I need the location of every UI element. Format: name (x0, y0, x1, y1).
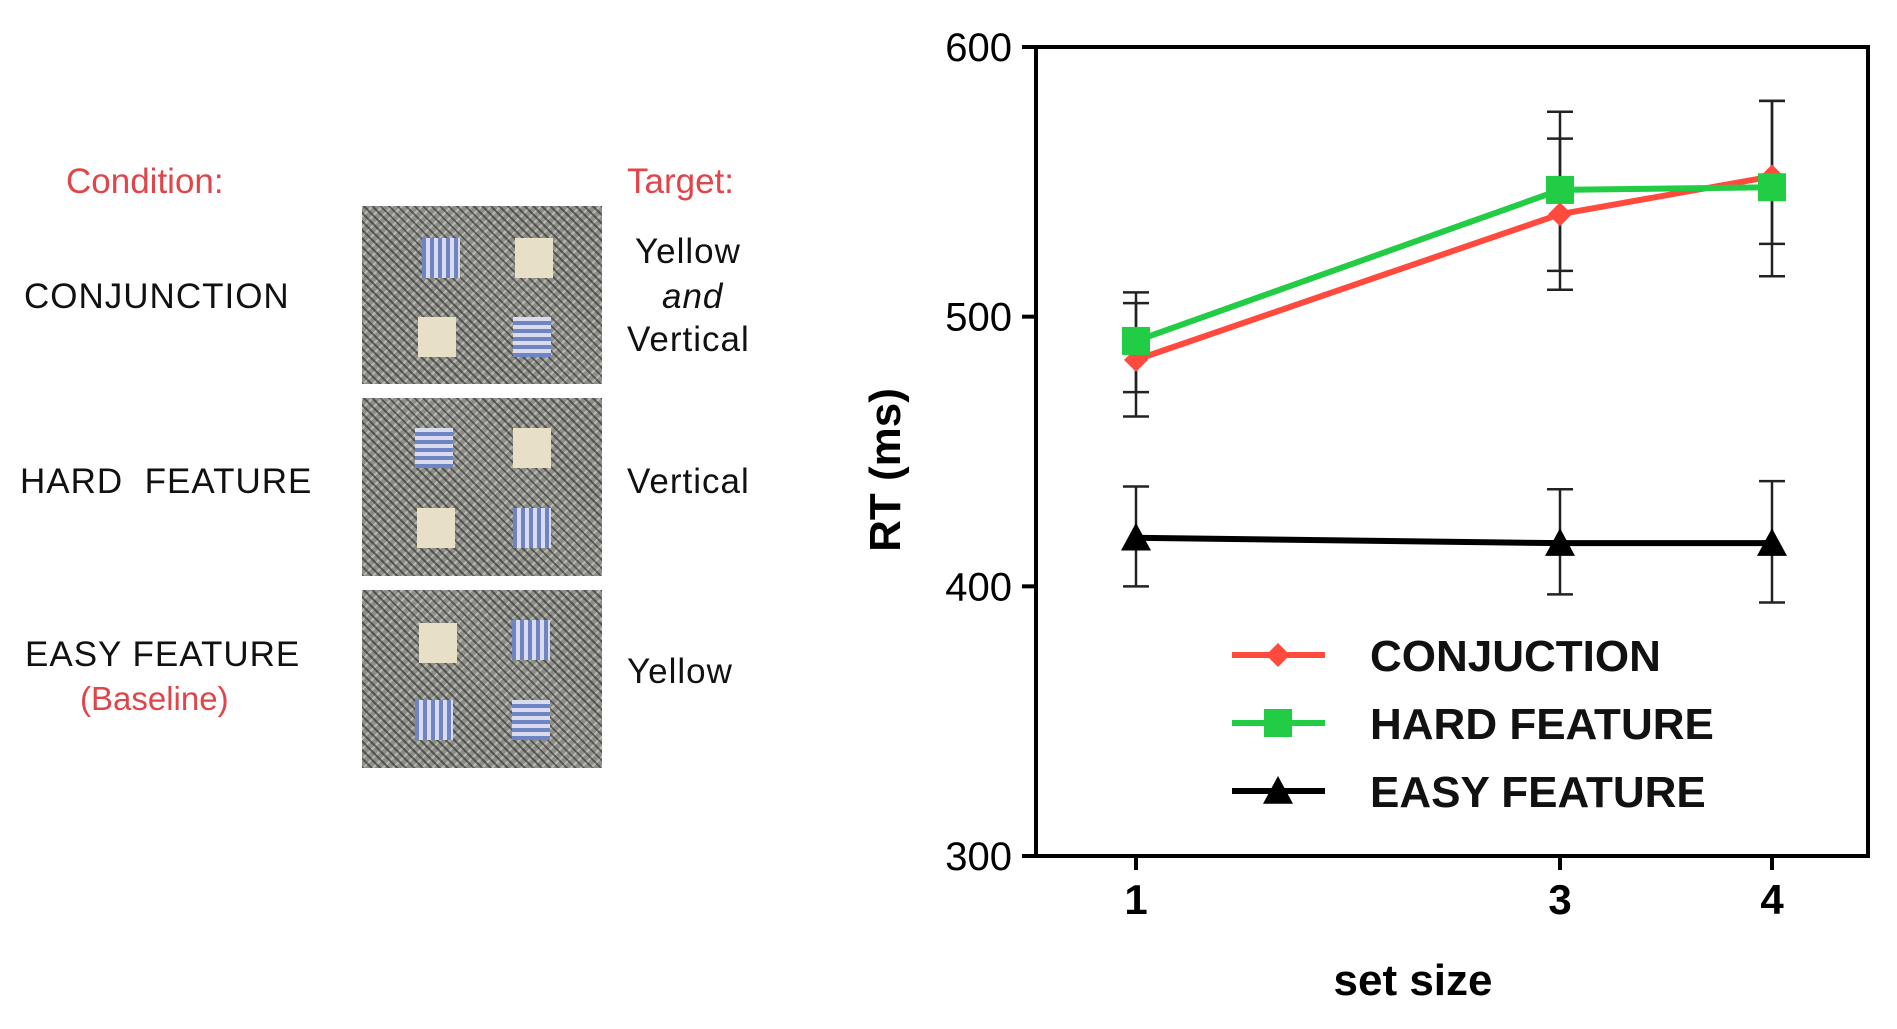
yellow-square-item (515, 238, 553, 278)
y-axis-label: RT (ms) (861, 388, 910, 552)
y-tick-label: 500 (945, 296, 1012, 340)
yellow-square-item (419, 623, 457, 663)
vertical-bars-item (422, 238, 460, 278)
condition-hard-feature: HARD FEATURE (20, 462, 313, 501)
y-tick-label: 300 (945, 835, 1012, 879)
data-point-hard-feature (1122, 326, 1150, 355)
vertical-bars-item (512, 620, 550, 660)
target-header: Target: (627, 162, 734, 201)
x-tick-label: 4 (1760, 876, 1784, 923)
target-conjunction-line-3: Vertical (627, 320, 750, 359)
data-point-easy-feature (1757, 528, 1787, 556)
horizontal-bars-item (415, 428, 453, 468)
condition-baseline-note: (Baseline) (80, 680, 229, 717)
target-conjunction-line-1: Yellow (635, 232, 741, 271)
horizontal-bars-item (513, 317, 551, 357)
series-line-conjuction (1135, 173, 1773, 363)
series-line-easy-feature (1135, 534, 1772, 547)
legend-label-conjuction: CONJUCTION (1370, 632, 1661, 681)
condition-conjunction: CONJUNCTION (24, 277, 290, 316)
target-hard-feature: Vertical (627, 462, 750, 501)
target-easy-feature: Yellow (627, 652, 733, 691)
plot-frame (1034, 45, 1870, 858)
legend-label-hard-feature: HARD FEATURE (1370, 700, 1714, 749)
legend-label-easy-feature: EASY FEATURE (1370, 768, 1706, 817)
condition-header: Condition: (66, 162, 224, 201)
yellow-square-item (417, 508, 455, 548)
legend-marker-easy-feature (1263, 776, 1293, 804)
stimulus-panel-hard-feature (362, 398, 602, 576)
data-point-easy-feature (1545, 528, 1575, 556)
vertical-bars-item (513, 508, 551, 548)
data-point-hard-feature (1546, 175, 1574, 204)
y-tick-label: 600 (945, 26, 1012, 70)
stimulus-panel-easy-feature (362, 590, 602, 768)
legend-marker-conjuction (1266, 643, 1290, 667)
x-tick-label: 3 (1548, 876, 1571, 923)
yellow-square-item (513, 428, 551, 468)
condition-easy-feature: EASY FEATURE (25, 635, 301, 674)
data-point-conjuction (1548, 202, 1572, 227)
legend-marker-hard-feature (1264, 709, 1292, 737)
yellow-square-item (418, 317, 456, 357)
x-tick-label: 1 (1124, 876, 1147, 923)
stimulus-panel-conjunction (362, 206, 602, 384)
y-tick-label: 400 (945, 565, 1012, 609)
target-conjunction-line-2: and (662, 277, 724, 316)
horizontal-bars-item (512, 700, 550, 740)
data-point-easy-feature (1121, 522, 1151, 551)
data-point-hard-feature (1758, 173, 1786, 202)
vertical-bars-item (415, 700, 453, 740)
series-line-hard-feature (1134, 184, 1773, 344)
x-axis-label: set size (1334, 956, 1493, 1005)
